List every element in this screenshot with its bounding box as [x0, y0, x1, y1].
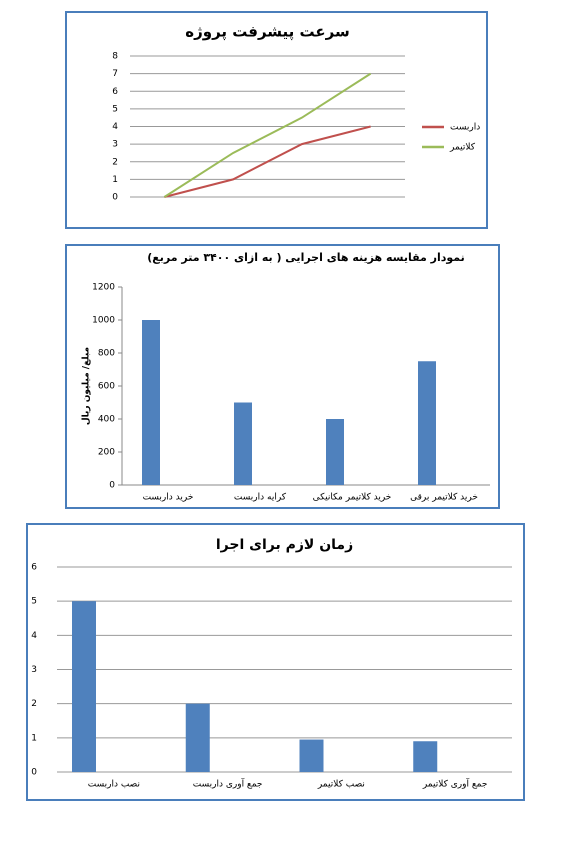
- y-tick-label: 0: [109, 481, 115, 491]
- bar: [234, 402, 252, 485]
- y-tick-label: 6: [112, 87, 118, 97]
- line-series: [164, 125, 371, 198]
- chart-title: زمان لازم برای اجرا: [216, 537, 353, 553]
- bar: [72, 601, 96, 772]
- y-tick-label: 1000: [92, 316, 115, 326]
- y-axis-label: مبلغ/ میلیون ریال: [82, 347, 92, 425]
- x-tick-label: جمع آوری داربست: [193, 778, 263, 790]
- y-tick-label: 5: [112, 104, 118, 114]
- y-tick-label: 1: [112, 175, 118, 185]
- line-series: [163, 72, 372, 198]
- x-tick-label: کرایه داربست: [234, 493, 287, 503]
- y-tick-label: 7: [112, 69, 118, 79]
- bar: [299, 739, 324, 772]
- y-tick-label: 0: [112, 193, 118, 203]
- y-tick-label: 3: [112, 140, 118, 150]
- bar: [185, 703, 210, 772]
- y-tick-label: 0: [31, 768, 37, 778]
- y-tick-label: 6: [31, 563, 37, 573]
- legend-label: داربست: [450, 123, 480, 133]
- y-tick-label: 1: [31, 733, 37, 743]
- x-tick-label: جمع آوری کلاتیمر: [422, 778, 488, 790]
- y-tick-label: 600: [98, 382, 115, 392]
- bar: [418, 361, 436, 485]
- x-tick-label: خرید کلاتیمر برقی: [410, 493, 478, 503]
- y-tick-label: 2: [31, 699, 37, 709]
- y-tick-label: 4: [31, 631, 37, 641]
- y-tick-label: 4: [112, 122, 118, 132]
- y-tick-label: 800: [98, 349, 115, 359]
- y-tick-label: 400: [98, 415, 115, 425]
- y-tick-label: 1200: [92, 283, 115, 293]
- chart-frame: [65, 11, 488, 229]
- chart-frame: [26, 523, 525, 801]
- legend-label: کلاتیمر: [449, 143, 476, 153]
- x-tick-label: نصب کلاتیمر: [317, 780, 365, 790]
- x-tick-label: نصب داربست: [88, 780, 140, 790]
- y-tick-label: 8: [112, 52, 118, 62]
- x-tick-label: خرید کلاتیمر مکانیکی: [313, 493, 392, 503]
- x-tick-label: خرید داربست: [143, 493, 194, 503]
- y-tick-label: 5: [31, 597, 37, 607]
- chart-title: سرعت پیشرفت پروژه: [185, 23, 349, 42]
- y-tick-label: 3: [31, 665, 37, 675]
- y-tick-label: 200: [98, 448, 115, 458]
- chart-title: نمودار مقایسه هزینه های اجرایی ( به ازای…: [147, 251, 465, 264]
- bar: [326, 419, 344, 485]
- y-tick-label: 2: [112, 157, 118, 167]
- bar: [413, 741, 438, 772]
- bar: [142, 320, 160, 485]
